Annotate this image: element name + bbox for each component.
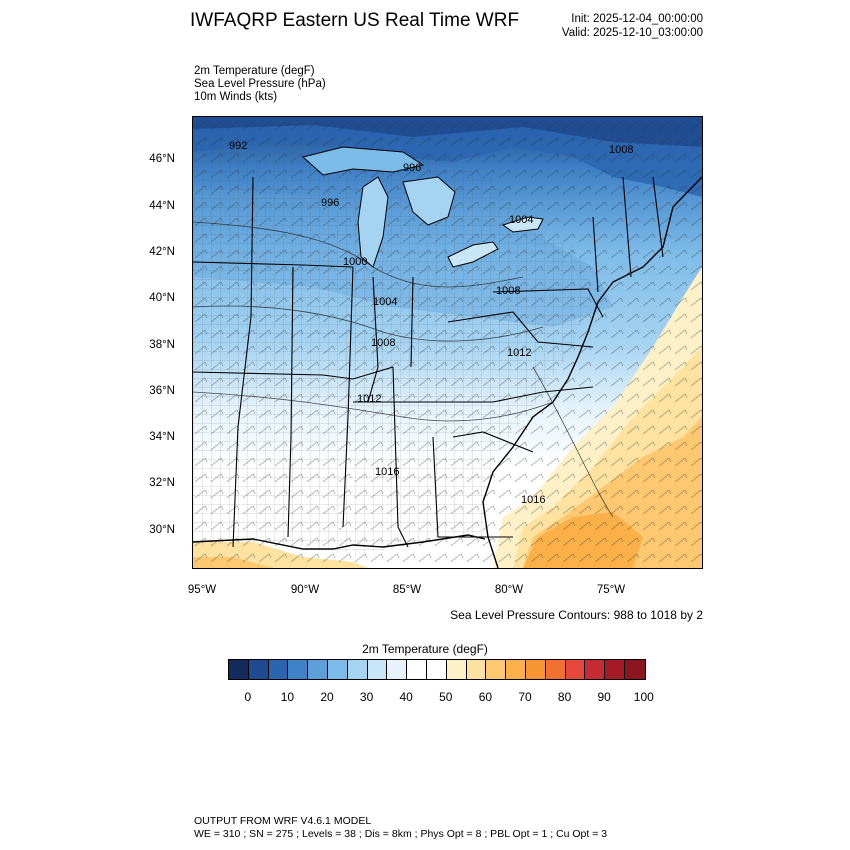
contour-note: Sea Level Pressure Contours: 988 to 1018… — [450, 608, 703, 622]
colorbar-tick-label: 100 — [633, 690, 654, 704]
lat-label: 46°N — [149, 153, 175, 165]
colorbar-tick-label: 30 — [359, 690, 374, 704]
lon-label: 90°W — [290, 584, 320, 596]
pressure-label: 1004 — [509, 214, 534, 226]
lat-label: 30°N — [149, 524, 175, 536]
map-graphic — [193, 117, 702, 568]
colorbar-tick-label: 60 — [478, 690, 493, 704]
lon-label: 80°W — [494, 584, 524, 596]
colorbar-swatch — [585, 660, 606, 679]
colorbar-swatch — [426, 660, 447, 679]
colorbar-swatch — [268, 660, 289, 679]
colorbar-swatch — [446, 660, 467, 679]
pressure-label: 1016 — [521, 494, 546, 506]
pressure-label: 1008 — [371, 337, 396, 349]
colorbar-tick-label: 20 — [320, 690, 334, 704]
colorbar-swatch — [327, 660, 348, 679]
colorbar-title: 2m Temperature (degF) — [362, 642, 488, 656]
colorbar-swatch — [407, 660, 427, 679]
field-label-temperature: 2m Temperature (degF) — [194, 65, 315, 77]
lat-label: 38°N — [149, 339, 175, 351]
colorbar-swatch — [506, 660, 526, 679]
colorbar — [228, 659, 646, 680]
lat-label: 36°N — [149, 385, 175, 397]
colorbar-swatch — [624, 660, 645, 679]
colorbar-swatch — [565, 660, 586, 679]
colorbar-tick-label: 90 — [597, 690, 611, 704]
valid-time: Valid: 2025-12-10_03:00:00 — [561, 27, 703, 39]
lat-label: 40°N — [149, 292, 175, 304]
pressure-label: 1008 — [609, 144, 634, 156]
plot-title: IWFAQRP Eastern US Real Time WRF — [190, 10, 520, 31]
colorbar-swatch — [248, 660, 269, 679]
lon-label: 95°W — [187, 584, 217, 596]
colorbar-swatch — [308, 660, 328, 679]
colorbar-swatch — [486, 660, 507, 679]
colorbar-tick-label: 70 — [518, 690, 532, 704]
pressure-label: 996 — [321, 197, 340, 209]
map-panel: 992 996 1000 1004 1008 1012 1016 1004 10… — [192, 116, 703, 569]
colorbar-swatch — [288, 660, 309, 679]
pressure-label: 1004 — [373, 296, 398, 308]
lat-label: 34°N — [149, 431, 175, 443]
colorbar-swatch — [545, 660, 566, 679]
pressure-label: 1008 — [496, 285, 521, 297]
colorbar-swatch — [605, 660, 625, 679]
pressure-label: 1012 — [507, 347, 532, 359]
lat-label: 42°N — [149, 246, 175, 258]
colorbar-swatch — [367, 660, 388, 679]
footer-model: OUTPUT FROM WRF V4.6.1 MODEL — [194, 815, 372, 827]
init-time: Init: 2025-12-04_00:00:00 — [571, 13, 703, 25]
pressure-label: 992 — [229, 140, 248, 152]
pressure-label: 1016 — [375, 466, 400, 478]
lat-label: 32°N — [149, 477, 175, 489]
pressure-label: 996 — [403, 162, 422, 174]
lon-label: 75°W — [596, 584, 626, 596]
colorbar-tick-label: 50 — [439, 690, 453, 704]
colorbar-tick-label: 0 — [244, 690, 252, 704]
colorbar-swatch — [387, 660, 408, 679]
footer-config: WE = 310 ; SN = 275 ; Levels = 38 ; Dis … — [194, 828, 608, 840]
lon-label: 85°W — [392, 584, 422, 596]
field-label-winds: 10m Winds (kts) — [194, 91, 278, 103]
pressure-label: 1012 — [357, 393, 382, 405]
colorbar-swatch — [229, 660, 249, 679]
colorbar-tick-label: 10 — [280, 690, 295, 704]
colorbar-swatch — [525, 660, 546, 679]
pressure-label: 1000 — [343, 256, 368, 268]
colorbar-swatch — [466, 660, 487, 679]
lat-label: 44°N — [149, 200, 175, 212]
colorbar-tick-label: 80 — [557, 690, 572, 704]
colorbar-swatch — [347, 660, 368, 679]
colorbar-tick-label: 40 — [399, 690, 413, 704]
field-label-pressure: Sea Level Pressure (hPa) — [194, 78, 326, 90]
